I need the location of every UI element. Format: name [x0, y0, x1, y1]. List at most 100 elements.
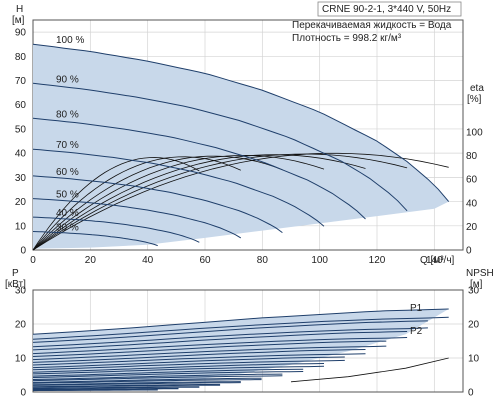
power-curve [32, 379, 262, 384]
head-curve [32, 216, 200, 243]
info-density: Плотность = 998.2 кг/м³ [292, 33, 402, 44]
efficiency-curve [32, 155, 283, 251]
npsh-y-tick: 0 [468, 388, 474, 399]
power-panel: 0 10 20 30 0 10 20 30 P [кВт] NPSH [м] P1 P2 [5, 268, 494, 399]
power-curve [32, 327, 428, 348]
power-curve [32, 382, 241, 386]
eta-y-tick: 20 [466, 222, 478, 233]
head-curve [32, 82, 408, 212]
eta-y-tick: 100 [466, 128, 483, 139]
power-curve [32, 359, 345, 371]
x-tick: 140 [426, 255, 443, 266]
power-y-tick: 30 [15, 286, 27, 297]
speed-label: 60 % [56, 167, 79, 178]
head-axis-title: H [16, 4, 23, 15]
head-axis-ticks: 0 10 20 30 40 50 60 70 80 90 0 20 40 60 80 100 0 20 40 60 80… [15, 28, 483, 266]
speed-label: 30 % [56, 223, 79, 234]
efficiency-curve [32, 154, 325, 251]
x-tick: 60 [199, 255, 211, 266]
power-curve [32, 356, 345, 369]
power-speed-bands [33, 309, 449, 391]
power-curve [32, 308, 449, 335]
power-y-tick: 10 [15, 354, 27, 365]
eta-y-tick: 60 [466, 175, 478, 186]
power-curve [32, 377, 262, 383]
power-curve [32, 363, 325, 373]
head-curve [32, 198, 242, 239]
chart-title: CRNE 90-2-1, 3*440 V, 50Hz [322, 4, 451, 15]
power-curve [32, 340, 387, 357]
power-curve [33, 388, 179, 391]
power-curve [32, 353, 366, 366]
head-axis-unit: [м] [12, 15, 25, 26]
speed-labels: 100 % 90 % 80 % 70 % 60 % 50 % 40 % 30 % [56, 35, 84, 233]
head-curve [32, 117, 366, 220]
head-y-tick: 50 [15, 124, 27, 135]
power-curve [32, 365, 325, 375]
speed-label: 100 % [56, 35, 84, 46]
head-y-tick: 20 [15, 197, 27, 208]
power-curve [32, 320, 428, 343]
eta-y-tick: 0 [466, 246, 472, 257]
efficiency-curve [32, 157, 200, 251]
npsh-axis-title: NPSH [466, 268, 494, 279]
power-curve [32, 373, 283, 380]
speed-label: 80 % [56, 109, 79, 120]
p1-label: P1 [410, 303, 423, 314]
title-box [317, 1, 462, 17]
head-curve [32, 43, 450, 202]
eta-y-tick: 80 [466, 151, 478, 162]
eta-axis-unit: [%] [467, 94, 482, 105]
npsh-y-tick: 20 [468, 320, 480, 331]
x-axis-label: Q [м³/ч] [420, 255, 455, 266]
power-axis-title: P [12, 268, 19, 279]
head-curve [32, 175, 283, 234]
power-axis-ticks: 0 10 20 30 0 10 20 30 [15, 286, 480, 399]
efficiency-curve [32, 154, 366, 251]
power-curve [32, 384, 221, 388]
x-tick: 100 [311, 255, 328, 266]
head-y-tick: 10 [15, 221, 27, 232]
head-y-tick: 0 [20, 246, 26, 257]
power-curve [32, 331, 408, 351]
power-curve [32, 375, 283, 382]
power-curve [32, 368, 304, 377]
p2-label: P2 [410, 326, 423, 337]
head-y-tick: 60 [15, 100, 27, 111]
power-curve [32, 381, 241, 386]
power-curve [32, 316, 449, 340]
head-y-tick: 70 [15, 76, 27, 87]
power-y-tick: 20 [15, 320, 27, 331]
power-axis-unit: [кВт] [5, 279, 26, 290]
head-speed-curves [32, 43, 450, 247]
eta-y-tick: 40 [466, 198, 478, 209]
efficiency-curves [32, 152, 449, 251]
x-tick: 80 [257, 255, 269, 266]
efficiency-curve [32, 153, 408, 251]
operating-envelope [33, 44, 449, 249]
head-curve [32, 148, 325, 227]
x-tick: 0 [30, 255, 36, 266]
power-y-tick: 0 [20, 388, 26, 399]
speed-label: 40 % [56, 208, 79, 219]
speed-label: 90 % [56, 74, 79, 85]
head-y-tick: 40 [15, 149, 27, 160]
npsh-curve [290, 357, 449, 383]
npsh-axis-unit: [м] [470, 279, 483, 290]
head-y-tick: 90 [15, 28, 27, 39]
npsh-y-tick: 30 [468, 286, 480, 297]
power-curve [32, 389, 158, 392]
eta-axis-title: eta [470, 83, 484, 94]
npsh-y-tick: 10 [468, 354, 480, 365]
efficiency-curve [32, 156, 241, 251]
power-curve [32, 386, 200, 390]
power-envelope [33, 309, 449, 391]
power-curve [32, 345, 387, 361]
power-curve [32, 371, 304, 378]
power-curve [32, 337, 408, 355]
power-speed-curves [32, 308, 449, 392]
speed-label: 70 % [56, 140, 79, 151]
head-panel: 0 10 20 30 40 50 60 70 80 90 0 20 40 60 80 100 0 20 40 60 80… [12, 1, 484, 266]
x-tick: 120 [369, 255, 386, 266]
